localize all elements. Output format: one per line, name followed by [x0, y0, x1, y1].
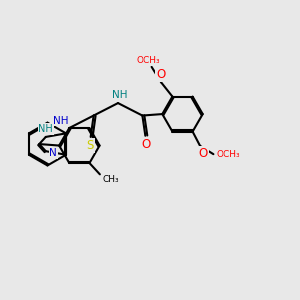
Text: O: O [156, 68, 165, 81]
Text: O: O [141, 138, 151, 151]
Text: S: S [86, 140, 94, 152]
Text: NH: NH [38, 124, 53, 134]
Text: O: O [198, 147, 208, 160]
Text: NH: NH [112, 90, 127, 100]
Text: N: N [49, 148, 57, 158]
Text: OCH₃: OCH₃ [137, 56, 160, 65]
Text: NH: NH [53, 116, 69, 126]
Text: CH₃: CH₃ [103, 175, 119, 184]
Text: OCH₃: OCH₃ [217, 150, 241, 159]
